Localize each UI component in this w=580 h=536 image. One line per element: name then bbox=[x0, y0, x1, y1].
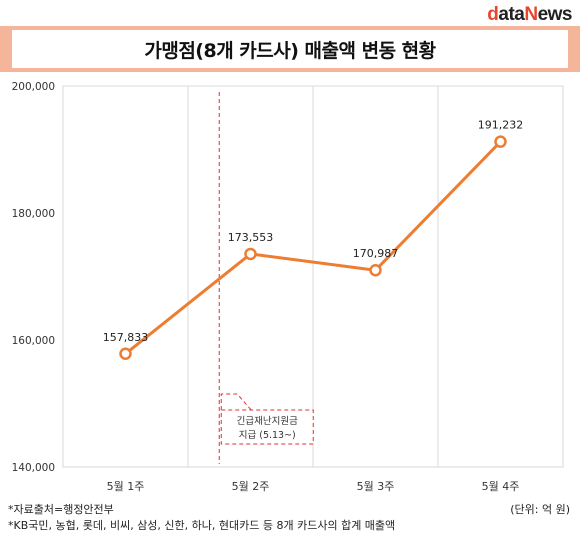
data-point-marker bbox=[494, 135, 507, 148]
y-tick-label: 160,000 bbox=[12, 335, 55, 347]
card-companies-footnote: *KB국민, 농협, 롯데, 비씨, 삼성, 신한, 하나, 현대카드 등 8개… bbox=[8, 519, 396, 532]
data-label: 157,833 bbox=[103, 331, 149, 344]
y-tick-label: 180,000 bbox=[12, 208, 55, 220]
annotation-callout-box bbox=[220, 409, 314, 445]
datanews-logo: dataNews bbox=[487, 4, 572, 25]
title-box: 가맹점(8개 카드사) 매출액 변동 현황 bbox=[12, 30, 568, 68]
x-tick-label: 5월 3주 bbox=[357, 480, 395, 493]
data-point-marker bbox=[119, 347, 132, 361]
data-point-marker bbox=[244, 247, 257, 261]
data-label: 173,553 bbox=[228, 231, 274, 244]
y-tick-label: 200,000 bbox=[12, 81, 55, 93]
data-label: 191,232 bbox=[478, 119, 524, 132]
data-point-marker bbox=[369, 263, 382, 277]
source-footnote: *자료출처=행정안전부 bbox=[8, 503, 114, 516]
chart-title: 가맹점(8개 카드사) 매출액 변동 현황 bbox=[144, 39, 436, 62]
y-tick-label: 140,000 bbox=[12, 462, 55, 474]
x-tick-label: 5월 1주 bbox=[107, 480, 145, 493]
annotation-text-line1: 긴급재난지원금 bbox=[237, 416, 298, 427]
x-tick-label: 5월 2주 bbox=[232, 480, 270, 493]
unit-label: (단위: 억 원) bbox=[510, 503, 570, 516]
data-label: 170,987 bbox=[353, 247, 399, 260]
annotation-callout-tail bbox=[220, 393, 252, 411]
series-line bbox=[124, 140, 502, 355]
annotation-text-line2: 지급 (5.13~) bbox=[239, 430, 296, 441]
x-tick-label: 5월 4주 bbox=[482, 480, 520, 493]
